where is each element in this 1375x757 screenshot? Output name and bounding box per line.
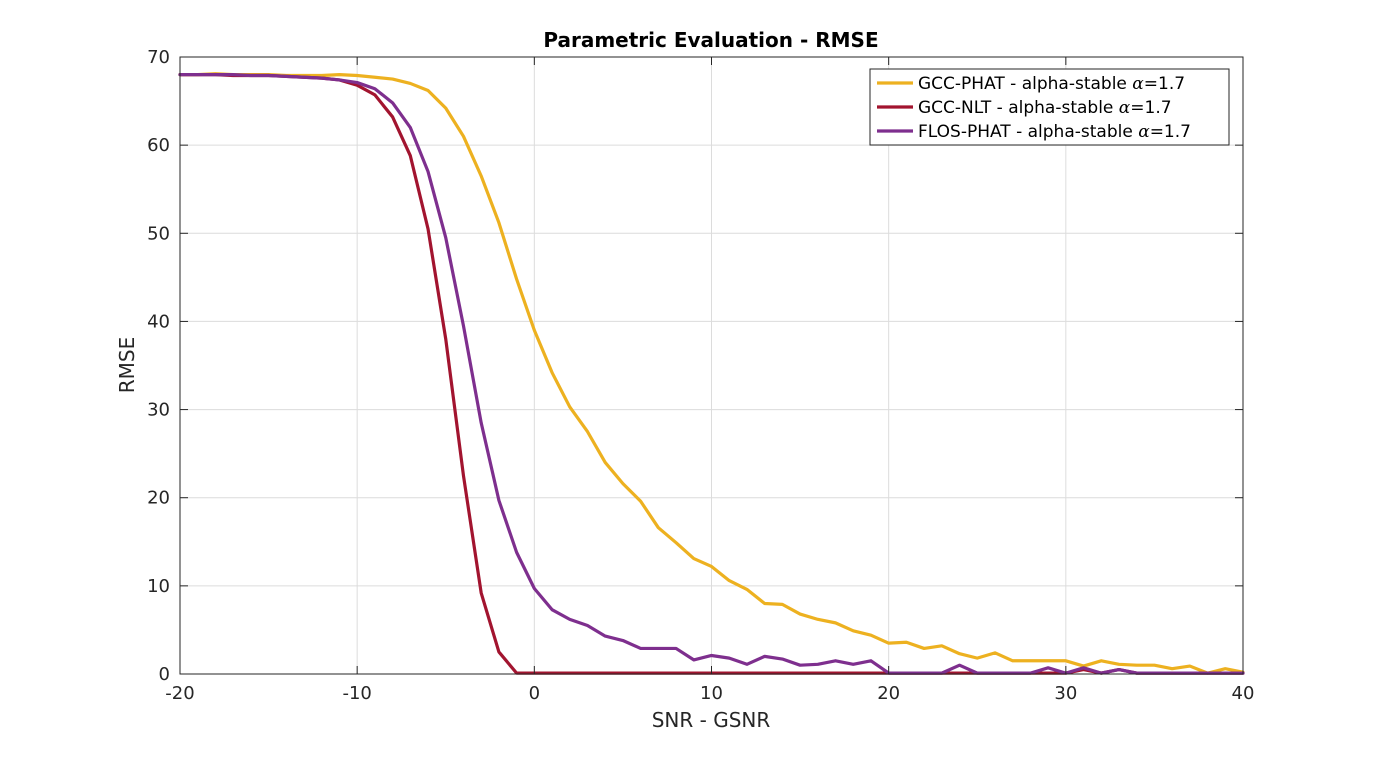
legend-entry-suffix: =1.7 (1150, 122, 1191, 142)
y-tick-label: 60 (147, 135, 170, 156)
chart-title: Parametric Evaluation - RMSE (543, 28, 878, 52)
alpha-symbol: α (1132, 74, 1144, 94)
x-axis-label: SNR - GSNR (652, 708, 771, 732)
legend-entry-prefix: GCC-NLT - alpha-stable (918, 98, 1119, 118)
y-tick-label: 10 (147, 576, 170, 597)
y-tick-label: 50 (147, 223, 170, 244)
y-tick-label: 70 (147, 47, 170, 68)
legend-entry-2: GCC-NLT - alpha-stable α=1.7 (918, 98, 1172, 118)
y-tick-label: 20 (147, 488, 170, 509)
legend-entry-3: FLOS-PHAT - alpha-stable α=1.7 (918, 122, 1191, 142)
series-line-1 (178, 72, 1245, 675)
legend-entry-prefix: GCC-PHAT - alpha-stable (918, 74, 1132, 94)
x-tick-label: 30 (1054, 683, 1077, 704)
legend-entry-suffix: =1.7 (1130, 98, 1171, 118)
legend-entry-1: GCC-PHAT - alpha-stable α=1.7 (918, 74, 1185, 94)
x-tick-label: 40 (1232, 683, 1255, 704)
alpha-symbol: α (1138, 122, 1150, 142)
x-tick-label: 0 (529, 683, 540, 704)
tick-marks (179, 56, 1244, 675)
x-tick-label: -20 (165, 683, 194, 704)
y-tick-label: 0 (159, 664, 170, 685)
x-tick-label: 10 (700, 683, 723, 704)
x-tick-label: 20 (877, 683, 900, 704)
y-tick-label: 40 (147, 311, 170, 332)
y-axis-label: RMSE (115, 337, 139, 393)
x-tick-label: -10 (342, 683, 371, 704)
y-tick-label: 30 (147, 400, 170, 421)
legend-entry-suffix: =1.7 (1144, 74, 1185, 94)
legend-entry-prefix: FLOS-PHAT - alpha-stable (918, 122, 1138, 142)
legend-box (869, 68, 1230, 146)
tick-labels: -20 -10 0 10 20 30 40 0 10 20 30 40 50 60 70 (147, 47, 1254, 704)
alpha-symbol: α (1119, 98, 1131, 118)
